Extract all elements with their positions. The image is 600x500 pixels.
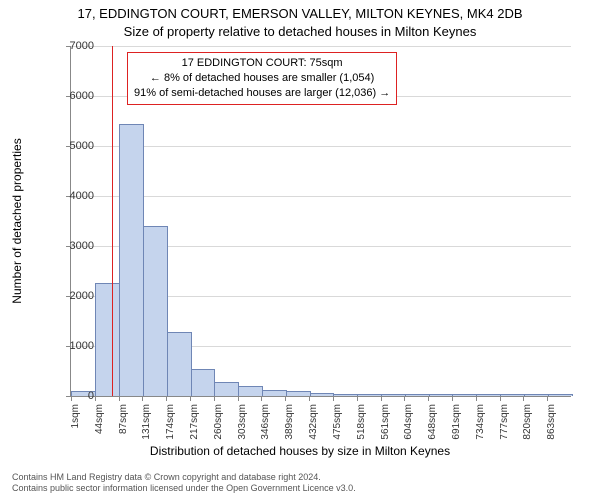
histogram-bar <box>143 226 168 397</box>
x-tick-label: 389sqm <box>284 404 295 454</box>
footer-attribution: Contains HM Land Registry data © Crown c… <box>12 472 356 495</box>
x-tick-label: 174sqm <box>165 404 176 454</box>
y-tick-label: 3000 <box>34 240 94 252</box>
x-tick-label: 604sqm <box>403 404 414 454</box>
x-tick-mark <box>428 396 429 401</box>
x-tick-mark <box>500 396 501 401</box>
gridline <box>71 46 571 47</box>
histogram-bar <box>333 394 358 396</box>
x-tick-mark <box>190 396 191 401</box>
y-tick-label: 2000 <box>34 290 94 302</box>
y-axis-label: Number of detached properties <box>10 138 24 303</box>
y-tick-label: 1000 <box>34 340 94 352</box>
x-tick-mark <box>285 396 286 401</box>
x-tick-mark <box>261 396 262 401</box>
histogram-bar <box>167 332 192 396</box>
histogram-bar <box>262 390 287 396</box>
x-tick-mark <box>214 396 215 401</box>
annotation-line-2: ← 8% of detached houses are smaller (1,0… <box>134 71 390 86</box>
gridline <box>71 196 571 197</box>
histogram-bar <box>452 394 477 396</box>
x-tick-mark <box>95 396 96 401</box>
x-tick-label: 131sqm <box>141 404 152 454</box>
x-tick-label: 303sqm <box>237 404 248 454</box>
histogram-bar <box>405 394 430 396</box>
x-tick-mark <box>333 396 334 401</box>
address-title: 17, EDDINGTON COURT, EMERSON VALLEY, MIL… <box>0 6 600 21</box>
histogram-bar <box>119 124 144 396</box>
gridline <box>71 146 571 147</box>
histogram-bar <box>381 394 406 396</box>
x-tick-mark <box>452 396 453 401</box>
x-tick-mark <box>166 396 167 401</box>
y-tick-label: 6000 <box>34 90 94 102</box>
histogram-bar <box>286 391 311 396</box>
x-tick-label: 260sqm <box>213 404 224 454</box>
y-tick-label: 7000 <box>34 40 94 52</box>
x-tick-label: 820sqm <box>522 404 533 454</box>
x-tick-label: 87sqm <box>118 404 129 454</box>
x-tick-mark <box>523 396 524 401</box>
reference-line <box>112 46 113 396</box>
annotation-box: 17 EDDINGTON COURT: 75sqm ← 8% of detach… <box>127 52 397 105</box>
histogram-bar <box>476 394 501 396</box>
histogram-bar <box>357 394 382 396</box>
chart-plot-area: 17 EDDINGTON COURT: 75sqm ← 8% of detach… <box>70 46 571 397</box>
x-tick-mark <box>142 396 143 401</box>
y-tick-label: 5000 <box>34 140 94 152</box>
histogram-bar <box>310 393 335 396</box>
x-tick-mark <box>547 396 548 401</box>
annotation-line-1: 17 EDDINGTON COURT: 75sqm <box>134 56 390 71</box>
x-tick-label: 648sqm <box>427 404 438 454</box>
x-tick-label: 217sqm <box>189 404 200 454</box>
annotation-line-3: 91% of semi-detached houses are larger (… <box>134 86 390 101</box>
x-tick-label: 863sqm <box>546 404 557 454</box>
x-tick-label: 44sqm <box>94 404 105 454</box>
x-tick-mark <box>476 396 477 401</box>
sub-title: Size of property relative to detached ho… <box>0 24 600 39</box>
x-tick-label: 475sqm <box>332 404 343 454</box>
y-tick-label: 0 <box>34 390 94 402</box>
x-tick-label: 777sqm <box>499 404 510 454</box>
histogram-bar <box>500 394 525 396</box>
x-tick-mark <box>238 396 239 401</box>
histogram-bar <box>214 382 239 397</box>
histogram-bar <box>95 283 120 397</box>
x-tick-label: 734sqm <box>475 404 486 454</box>
histogram-bar <box>524 394 549 396</box>
x-tick-label: 691sqm <box>451 404 462 454</box>
x-tick-label: 432sqm <box>308 404 319 454</box>
x-tick-mark <box>119 396 120 401</box>
x-tick-label: 518sqm <box>356 404 367 454</box>
x-axis-label: Distribution of detached houses by size … <box>0 444 600 458</box>
x-tick-label: 561sqm <box>380 404 391 454</box>
footer-line-2: Contains public sector information licen… <box>12 483 356 494</box>
histogram-bar <box>548 394 573 396</box>
x-tick-label: 1sqm <box>70 404 81 454</box>
x-tick-mark <box>381 396 382 401</box>
histogram-bar <box>191 369 216 396</box>
histogram-bar <box>429 394 454 396</box>
x-tick-mark <box>357 396 358 401</box>
x-tick-label: 346sqm <box>260 404 271 454</box>
y-tick-label: 4000 <box>34 190 94 202</box>
footer-line-1: Contains HM Land Registry data © Crown c… <box>12 472 356 483</box>
x-tick-mark <box>404 396 405 401</box>
x-tick-mark <box>309 396 310 401</box>
histogram-bar <box>238 386 263 397</box>
